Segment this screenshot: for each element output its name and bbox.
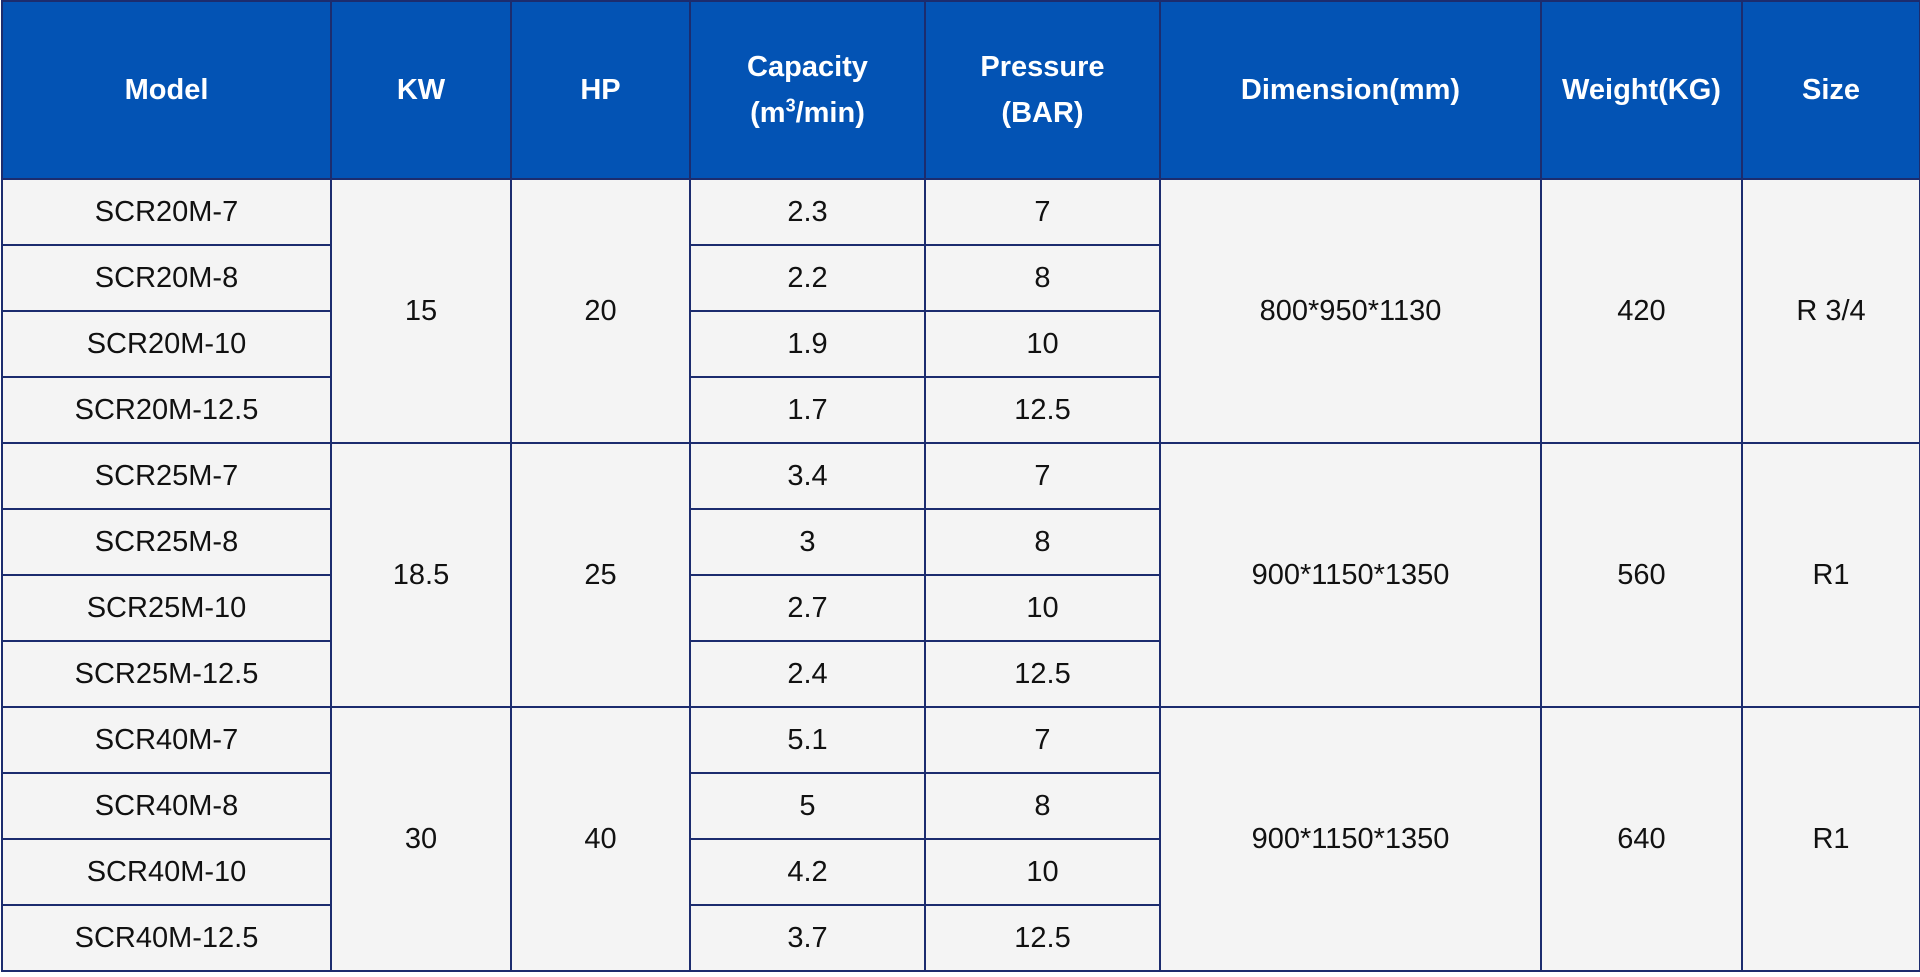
cell-capacity: 2.3 xyxy=(689,178,926,246)
header-dimension: Dimension(mm) xyxy=(1159,0,1542,180)
cell-pressure: 12.5 xyxy=(924,376,1161,444)
table-row: SCR20M-7 15 20 2.3 7 800*950*1130 420 R … xyxy=(1,178,1920,444)
cell-hp: 20 xyxy=(510,178,691,444)
cell-model: SCR40M-8 xyxy=(1,772,332,840)
header-kw: KW xyxy=(330,0,512,180)
cell-capacity: 2.7 xyxy=(689,574,926,642)
table-row: SCR20M-8 2.2 8 xyxy=(1,244,1920,312)
cell-pressure: 12.5 xyxy=(924,904,1161,972)
cell-model: SCR40M-12.5 xyxy=(1,904,332,972)
table-row: SCR25M-8 3 8 xyxy=(1,508,1920,576)
cell-model: SCR20M-12.5 xyxy=(1,376,332,444)
cell-model: SCR40M-10 xyxy=(1,838,332,906)
cell-capacity: 2.2 xyxy=(689,244,926,312)
cell-model: SCR20M-7 xyxy=(1,178,332,246)
cell-size: R1 xyxy=(1741,442,1920,708)
header-size: Size xyxy=(1741,0,1920,180)
header-capacity-label: Capacity xyxy=(747,51,868,83)
cell-size: R1 xyxy=(1741,706,1920,972)
cell-kw: 30 xyxy=(330,706,512,972)
cell-pressure: 7 xyxy=(924,178,1161,246)
table-row: SCR25M-12.5 2.4 12.5 xyxy=(1,640,1920,708)
header-pressure-label: Pressure xyxy=(980,51,1105,83)
header-model: Model xyxy=(1,0,332,180)
cell-pressure: 7 xyxy=(924,706,1161,774)
header-hp: HP xyxy=(510,0,691,180)
cell-capacity: 1.7 xyxy=(689,376,926,444)
table-row: SCR40M-7 30 40 5.1 7 900*1150*1350 640 R… xyxy=(1,706,1920,972)
cell-model: SCR25M-12.5 xyxy=(1,640,332,708)
cell-dimension: 800*950*1130 xyxy=(1159,178,1542,444)
table-row: SCR25M-7 18.5 25 3.4 7 900*1150*1350 560… xyxy=(1,442,1920,708)
cell-weight: 420 xyxy=(1540,178,1743,444)
table-row: SCR20M-10 1.9 10 xyxy=(1,310,1920,378)
cell-capacity: 3 xyxy=(689,508,926,576)
cell-pressure: 10 xyxy=(924,574,1161,642)
cell-capacity: 5 xyxy=(689,772,926,840)
header-weight: Weight(KG) xyxy=(1540,0,1743,180)
cell-kw: 15 xyxy=(330,178,512,444)
header-capacity-unit: (m3/min) xyxy=(750,95,865,129)
cell-model: SCR25M-8 xyxy=(1,508,332,576)
header-pressure: Pressure (BAR) xyxy=(924,0,1161,180)
cell-capacity: 5.1 xyxy=(689,706,926,774)
table-row: SCR20M-12.5 1.7 12.5 xyxy=(1,376,1920,444)
cell-capacity: 3.7 xyxy=(689,904,926,972)
table-row: SCR40M-8 5 8 xyxy=(1,772,1920,840)
cell-dimension: 900*1150*1350 xyxy=(1159,442,1542,708)
table-header: Model KW HP Capacity (m3/min) Pressure (… xyxy=(1,0,1920,180)
header-capacity: Capacity (m3/min) xyxy=(689,0,926,180)
cell-model: SCR20M-8 xyxy=(1,244,332,312)
cell-model: SCR25M-10 xyxy=(1,574,332,642)
table-body: SCR20M-7 15 20 2.3 7 800*950*1130 420 R … xyxy=(1,178,1920,972)
cell-weight: 640 xyxy=(1540,706,1743,972)
cell-pressure: 10 xyxy=(924,838,1161,906)
cell-weight: 560 xyxy=(1540,442,1743,708)
header-row: Model KW HP Capacity (m3/min) Pressure (… xyxy=(1,0,1920,180)
cell-capacity: 2.4 xyxy=(689,640,926,708)
cell-pressure: 8 xyxy=(924,772,1161,840)
cell-pressure: 8 xyxy=(924,244,1161,312)
cell-kw: 18.5 xyxy=(330,442,512,708)
cell-hp: 25 xyxy=(510,442,691,708)
cell-model: SCR40M-7 xyxy=(1,706,332,774)
cell-pressure: 7 xyxy=(924,442,1161,510)
cell-pressure: 10 xyxy=(924,310,1161,378)
cell-model: SCR20M-10 xyxy=(1,310,332,378)
cell-size: R 3/4 xyxy=(1741,178,1920,444)
cell-dimension: 900*1150*1350 xyxy=(1159,706,1542,972)
cell-pressure: 12.5 xyxy=(924,640,1161,708)
table-row: SCR40M-12.5 3.7 12.5 xyxy=(1,904,1920,972)
table-row: SCR25M-10 2.7 10 xyxy=(1,574,1920,642)
cell-capacity: 1.9 xyxy=(689,310,926,378)
cell-capacity: 3.4 xyxy=(689,442,926,510)
cell-model: SCR25M-7 xyxy=(1,442,332,510)
cell-capacity: 4.2 xyxy=(689,838,926,906)
table-row: SCR40M-10 4.2 10 xyxy=(1,838,1920,906)
cell-pressure: 8 xyxy=(924,508,1161,576)
header-pressure-unit: (BAR) xyxy=(1001,97,1084,129)
cell-hp: 40 xyxy=(510,706,691,972)
